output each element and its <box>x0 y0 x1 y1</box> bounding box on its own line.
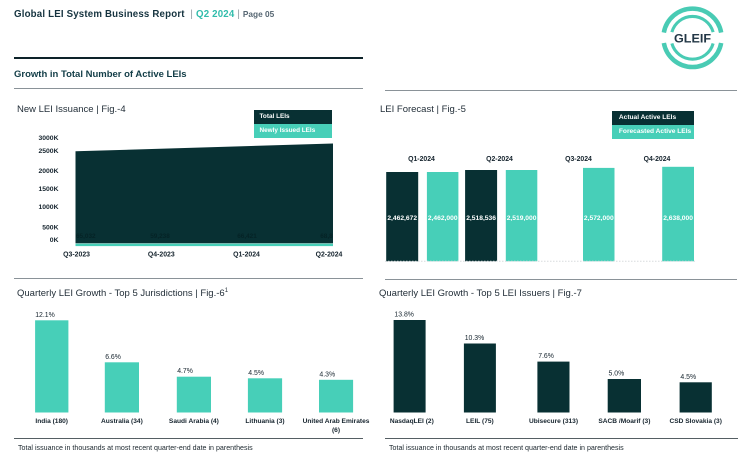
svg-text:5.0%: 5.0% <box>609 371 625 378</box>
svg-text:12.1%: 12.1% <box>35 312 55 319</box>
svg-text:2,519,000: 2,519,000 <box>507 215 537 222</box>
svg-text:2500K: 2500K <box>38 148 58 155</box>
svg-text:2,638,000: 2,638,000 <box>663 215 693 222</box>
svg-text:Q1-2024: Q1-2024 <box>408 156 435 163</box>
svg-text:India (180): India (180) <box>35 418 68 425</box>
svg-text:1000K: 1000K <box>38 204 58 211</box>
svg-text:United Arab Emirates: United Arab Emirates <box>303 418 370 425</box>
svg-text:10.3%: 10.3% <box>465 335 485 342</box>
svg-text:Saudi Arabia (4): Saudi Arabia (4) <box>169 418 219 425</box>
svg-text:6.6%: 6.6% <box>105 354 121 361</box>
svg-text:4.5%: 4.5% <box>680 374 696 381</box>
svg-text:Q3-2023: Q3-2023 <box>63 252 90 259</box>
svg-text:65,032: 65,032 <box>76 233 96 240</box>
svg-text:LEIL (75): LEIL (75) <box>466 418 494 425</box>
svg-text:0K: 0K <box>50 237 59 244</box>
svg-text:500K: 500K <box>42 224 58 231</box>
svg-text:Q3-2024: Q3-2024 <box>565 156 592 163</box>
svg-text:CSD Slovakia (3): CSD Slovakia (3) <box>669 418 721 425</box>
svg-text:7.6%: 7.6% <box>538 353 554 360</box>
svg-text:NasdaqLEI (2): NasdaqLEI (2) <box>390 418 434 425</box>
svg-text:2000K: 2000K <box>38 168 58 175</box>
svg-text:13.8%: 13.8% <box>394 312 414 319</box>
svg-text:Lithuania (3): Lithuania (3) <box>245 418 284 425</box>
svg-text:4.3%: 4.3% <box>319 371 335 378</box>
svg-text:2,518,536: 2,518,536 <box>466 215 496 222</box>
svg-text:Q1-2024: Q1-2024 <box>233 252 260 259</box>
svg-text:Ubisecure (313): Ubisecure (313) <box>529 418 578 425</box>
svg-text:Q2-2024: Q2-2024 <box>486 156 513 163</box>
svg-text:59,238: 59,238 <box>150 233 170 240</box>
svg-text:Q4-2023: Q4-2023 <box>148 252 175 259</box>
svg-text:GLEIF: GLEIF <box>674 32 711 46</box>
svg-text:Q2-2024: Q2-2024 <box>316 252 343 259</box>
svg-text:Q4-2024: Q4-2024 <box>644 156 671 163</box>
svg-text:Australia (34): Australia (34) <box>101 418 143 425</box>
svg-text:(6): (6) <box>332 427 340 434</box>
svg-text:2,572,000: 2,572,000 <box>584 215 614 222</box>
svg-text:3000K: 3000K <box>38 135 58 142</box>
svg-text:2,462,000: 2,462,000 <box>428 215 458 222</box>
svg-text:68,817: 68,817 <box>320 233 340 240</box>
svg-text:SACB /Moarif (3): SACB /Moarif (3) <box>598 418 650 425</box>
svg-text:4.5%: 4.5% <box>248 370 264 377</box>
svg-text:2,462,672: 2,462,672 <box>387 215 417 222</box>
svg-text:1500K: 1500K <box>38 186 58 193</box>
svg-text:4.7%: 4.7% <box>177 368 193 375</box>
svg-text:66,421: 66,421 <box>237 233 257 240</box>
